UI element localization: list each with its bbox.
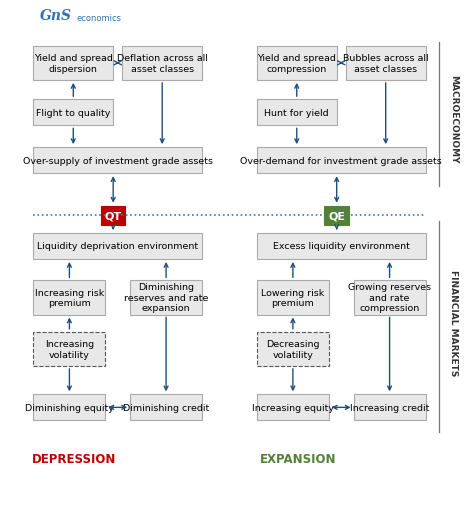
- FancyBboxPatch shape: [257, 332, 329, 366]
- FancyBboxPatch shape: [130, 394, 202, 420]
- Text: Deflation across all
asset classes: Deflation across all asset classes: [117, 54, 208, 73]
- Text: Increasing
volatility: Increasing volatility: [45, 340, 94, 359]
- FancyBboxPatch shape: [257, 280, 329, 315]
- Text: Over-supply of investment grade assets: Over-supply of investment grade assets: [23, 156, 213, 165]
- Text: Liquidity deprivation environment: Liquidity deprivation environment: [37, 242, 198, 251]
- Text: Over-demand for investment grade assets: Over-demand for investment grade assets: [240, 156, 442, 165]
- FancyBboxPatch shape: [346, 46, 426, 81]
- FancyBboxPatch shape: [257, 394, 329, 420]
- FancyBboxPatch shape: [101, 206, 126, 225]
- FancyBboxPatch shape: [257, 148, 426, 174]
- FancyBboxPatch shape: [33, 280, 105, 315]
- Text: Diminishing credit: Diminishing credit: [123, 403, 209, 412]
- FancyBboxPatch shape: [324, 206, 349, 225]
- Text: FINANCIAL MARKETS: FINANCIAL MARKETS: [449, 269, 458, 376]
- FancyBboxPatch shape: [33, 233, 202, 260]
- Text: Yield and spread
dispersion: Yield and spread dispersion: [34, 54, 113, 73]
- FancyBboxPatch shape: [257, 233, 426, 260]
- Text: Diminishing
reserves and rate
expansion: Diminishing reserves and rate expansion: [124, 283, 208, 313]
- Text: Increasing credit: Increasing credit: [350, 403, 429, 412]
- FancyBboxPatch shape: [354, 280, 426, 315]
- Text: Bubbles across all
asset classes: Bubbles across all asset classes: [343, 54, 428, 73]
- Text: QE: QE: [328, 211, 345, 221]
- FancyBboxPatch shape: [130, 280, 202, 315]
- Text: QT: QT: [105, 211, 122, 221]
- Text: Excess liquidity environment: Excess liquidity environment: [273, 242, 410, 251]
- Text: Lowering risk
premium: Lowering risk premium: [261, 288, 325, 307]
- FancyBboxPatch shape: [33, 332, 105, 366]
- Text: Increasing equity: Increasing equity: [252, 403, 334, 412]
- Text: Flight to quality: Flight to quality: [36, 108, 110, 118]
- Text: Increasing risk
premium: Increasing risk premium: [35, 288, 104, 307]
- Text: Yield and spread
compression: Yield and spread compression: [257, 54, 336, 73]
- Text: Diminishing equity: Diminishing equity: [25, 403, 114, 412]
- FancyBboxPatch shape: [257, 46, 337, 81]
- FancyBboxPatch shape: [33, 100, 113, 126]
- FancyBboxPatch shape: [33, 46, 113, 81]
- Text: DEPRESSION: DEPRESSION: [32, 452, 117, 465]
- FancyBboxPatch shape: [354, 394, 426, 420]
- Text: Decreasing
volatility: Decreasing volatility: [266, 340, 319, 359]
- Text: GnS: GnS: [40, 9, 72, 23]
- FancyBboxPatch shape: [33, 394, 105, 420]
- Text: Growing reserves
and rate
compression: Growing reserves and rate compression: [348, 283, 431, 313]
- FancyBboxPatch shape: [122, 46, 202, 81]
- Text: EXPANSION: EXPANSION: [260, 452, 336, 465]
- FancyBboxPatch shape: [33, 148, 202, 174]
- Text: Hunt for yield: Hunt for yield: [264, 108, 329, 118]
- Text: economics: economics: [77, 14, 122, 23]
- FancyBboxPatch shape: [257, 100, 337, 126]
- Text: MACROECONOMY: MACROECONOMY: [449, 74, 458, 163]
